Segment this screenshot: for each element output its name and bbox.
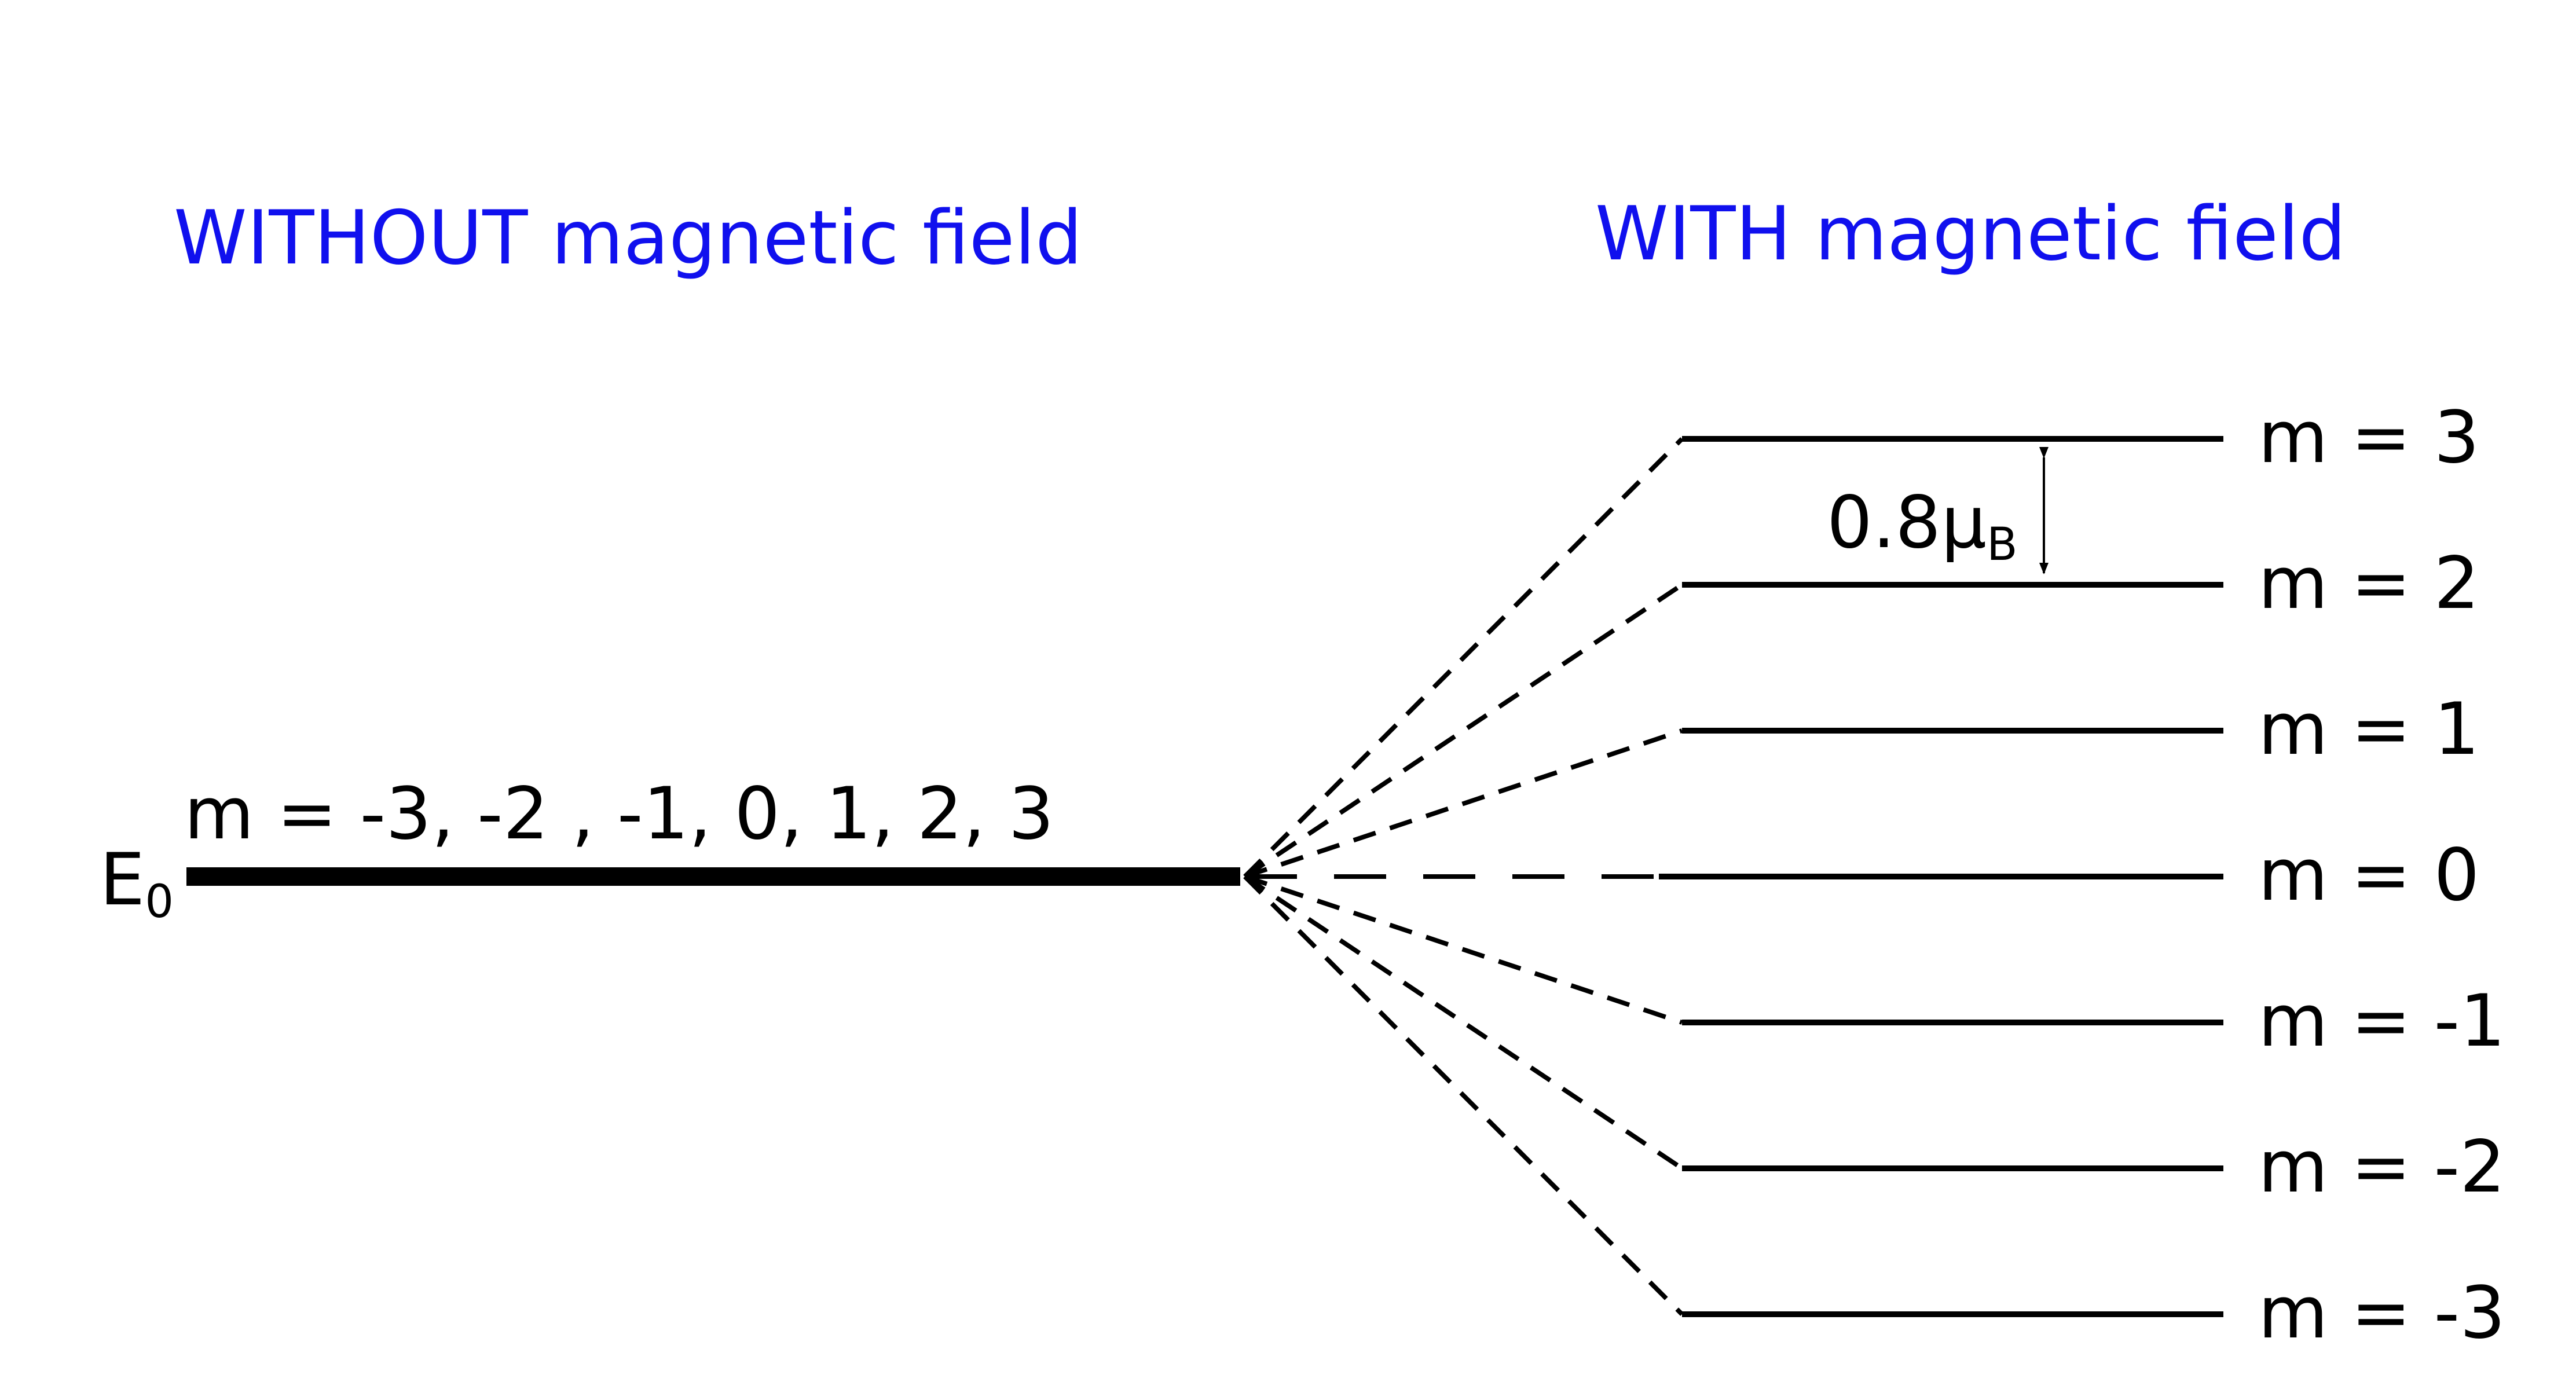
connector-m-neg2 (1243, 874, 1684, 1171)
connector-m-neg3 (1243, 875, 1684, 1316)
level-label-m-1: m = 1 (2258, 688, 2479, 771)
spacing-subscript: B (1987, 519, 2018, 571)
connector-m-2 (1243, 582, 1684, 879)
heading-without-field: WITHOUT magnetic field (174, 195, 1082, 281)
connector-m-neg1 (1244, 874, 1683, 1025)
degenerate-m-values: m = -3, -2 , -1, 0, 1, 2, 3 (184, 772, 1054, 856)
connector-m-1 (1244, 728, 1683, 879)
split-levels: m = 3 m = 2 m = 1 m = 0 m = -1 m = -2 m = -3 (1243, 396, 2505, 1355)
heading-with-field: WITH magnetic field (1595, 191, 2346, 277)
level-label-m-neg1: m = -1 (2258, 980, 2505, 1063)
energy-subscript: 0 (145, 876, 174, 928)
level-label-m-neg2: m = -2 (2258, 1126, 2505, 1209)
spacing-value: 0.8μ (1827, 481, 1987, 564)
level-label-m-neg3: m = -3 (2258, 1271, 2505, 1355)
level-label-m-0: m = 0 (2258, 834, 2479, 917)
level-label-m-2: m = 2 (2258, 542, 2479, 625)
level-label-m-3: m = 3 (2258, 396, 2479, 479)
energy-symbol: E (100, 838, 145, 922)
level-spacing-label: 0.8μB (1827, 481, 2018, 571)
connector-m-3 (1243, 437, 1684, 878)
energy-label-e0: E0 (100, 838, 174, 928)
